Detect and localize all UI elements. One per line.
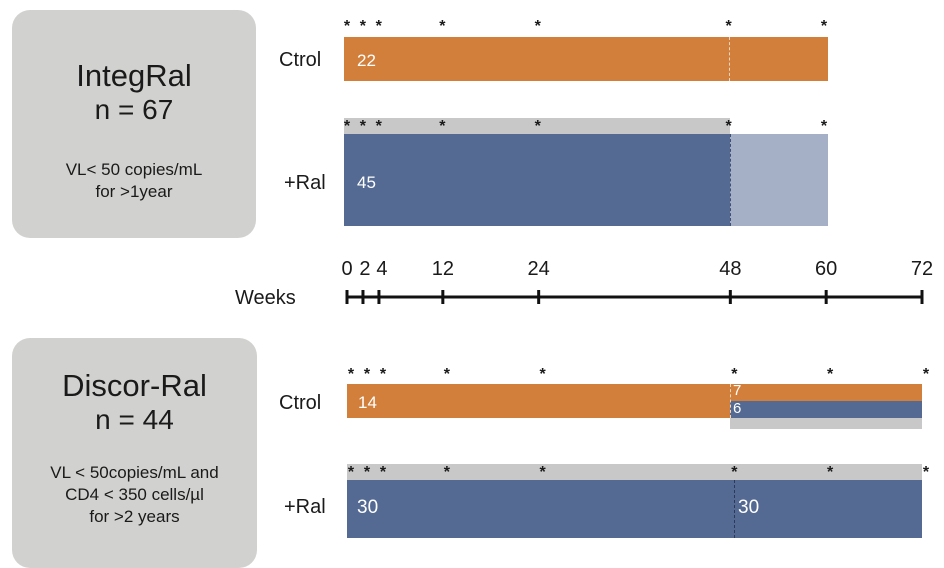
integral-control-count: 22: [357, 51, 376, 70]
discor-ral-count-after-week48: 30: [738, 497, 760, 518]
discor-control-week48-dashed-line: [730, 384, 731, 418]
axis-tick-label: 48: [719, 258, 742, 280]
discor-control-visit-marker: *: [443, 366, 450, 383]
discor-ral-grey-strip: [347, 464, 922, 480]
integral-ral-visit-marker: *: [439, 118, 446, 135]
study-criteria-line-2: for >1year: [95, 182, 173, 201]
discor-ral-visit-marker: *: [379, 464, 387, 481]
axis-tick-label: 24: [527, 258, 550, 280]
axis-tick-label: 4: [376, 258, 388, 280]
discor-ral-visit-marker: *: [731, 464, 738, 481]
integral-control-arm-label: Ctrol: [279, 49, 322, 71]
integral-ral-arm-label: +Ral: [284, 172, 326, 194]
study-criteria-line-3: for >2 years: [89, 507, 180, 526]
discor-control-continued-count: 7: [733, 382, 742, 399]
discor-control-visit-marker: *: [731, 366, 738, 383]
discor-control-visit-marker: *: [347, 366, 355, 383]
discor-ral-visit-marker: *: [827, 464, 834, 481]
integral-control-visit-marker: *: [343, 18, 351, 35]
integral-ral-visit-marker: *: [359, 118, 366, 135]
discor-control-switch-bar: [730, 401, 922, 418]
discor-ral-visit-marker: *: [363, 464, 371, 481]
integral-ral-week48-dashed-line: [730, 134, 731, 226]
discor-ral-visit-marker: *: [539, 464, 546, 481]
study-criteria-line-1: VL < 50copies/mL and: [50, 463, 219, 482]
integral-ral-visit-marker: *: [534, 118, 541, 135]
discor-control-visit-marker: *: [539, 366, 546, 383]
discor-control-visit-marker: *: [922, 366, 930, 383]
discor-ral-study-box: Discor-Ral n = 44 VL < 50copies/mL and C…: [12, 338, 257, 568]
discor-ral-arm-label: +Ral: [284, 496, 326, 518]
discor-control-bar: [347, 384, 922, 401]
discor-control-switched-count: 6: [733, 400, 742, 417]
discor-ral-week48-dashed-line: [734, 480, 735, 538]
integral-control-week48-dashed-line: [729, 37, 730, 81]
axis-tick-label: 12: [431, 258, 454, 280]
discor-control-visit-marker: *: [363, 366, 371, 383]
integral-ral-extension-bar: [730, 134, 828, 226]
discor-control-arm-label: Ctrol: [279, 392, 322, 414]
discor-control-count: 14: [358, 393, 377, 412]
integral-control-bar: [344, 37, 828, 81]
discor-ral-visit-marker: *: [443, 464, 450, 481]
integral-ral-grey-strip: [344, 118, 730, 134]
integral-ral-visit-marker: *: [375, 118, 382, 135]
axis-title: Weeks: [235, 287, 296, 309]
integral-ral-bar: [344, 134, 730, 226]
integral-control-visit-marker: *: [359, 18, 366, 35]
study-n: n = 67: [94, 94, 174, 125]
discor-ral-visit-marker: *: [347, 464, 355, 481]
discor-control-visit-marker: *: [827, 366, 834, 383]
integral-study-box: IntegRal n = 67 VL< 50 copies/mL for >1y…: [12, 10, 256, 238]
integral-control-visit-marker: *: [375, 18, 382, 35]
study-criteria-line-2: CD4 < 350 cells/µl: [65, 485, 204, 504]
integral-control-visit-marker: *: [820, 18, 828, 35]
study-title: Discor-Ral: [62, 368, 207, 403]
integral-control-visit-marker: *: [534, 18, 541, 35]
discor-ral-bar: [347, 480, 922, 538]
integral-ral-visit-marker: *: [725, 118, 732, 135]
discor-ral-visit-marker: *: [922, 464, 930, 481]
axis-tick-label: 60: [815, 258, 838, 280]
discor-ral-count: 30: [357, 497, 379, 518]
discor-control-lower-bar: [347, 401, 730, 418]
discor-control-grey-strip: [730, 418, 922, 429]
axis-tick-label: 72: [910, 258, 934, 280]
integral-control-visit-marker: *: [439, 18, 446, 35]
axis-tick-label: 0: [341, 258, 353, 280]
study-criteria-line-1: VL< 50 copies/mL: [65, 160, 203, 179]
integral-ral-visit-marker: *: [343, 118, 351, 135]
study-n: n = 44: [95, 404, 174, 435]
study-title: IntegRal: [76, 58, 192, 93]
axis-tick-label: 2: [359, 258, 371, 280]
integral-ral-visit-marker: *: [820, 118, 828, 135]
discor-control-visit-marker: *: [379, 366, 387, 383]
integral-control-visit-marker: *: [725, 18, 732, 35]
integral-ral-count: 45: [357, 173, 376, 192]
